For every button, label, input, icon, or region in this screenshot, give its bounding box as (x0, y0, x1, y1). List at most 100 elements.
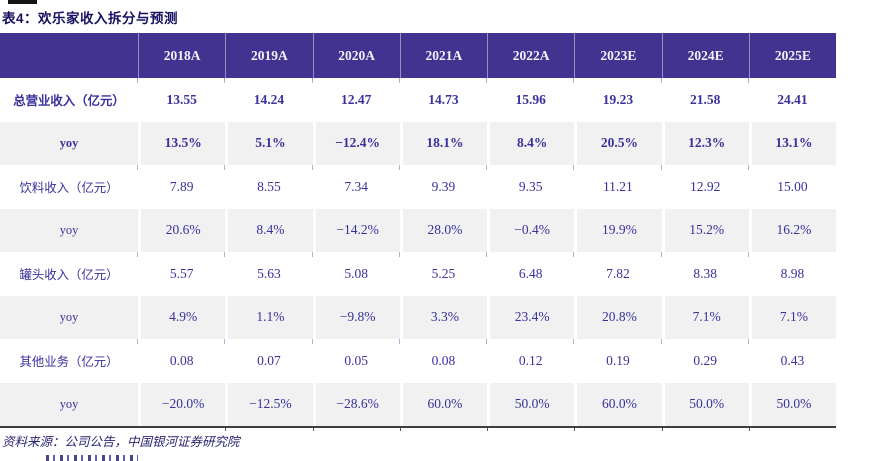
column-header: 2019A (225, 33, 312, 78)
table-cell: 60.0% (399, 382, 487, 426)
column-header: 2021A (399, 33, 487, 78)
table-cell: 13.5% (138, 121, 226, 165)
table-cell: 7.89 (136, 165, 225, 209)
table-cell: 14.73 (398, 78, 487, 122)
table-cell: −12.5% (225, 382, 313, 426)
clipped-text-fragment-bottom (46, 455, 138, 461)
table-row: yoy 13.5% 5.1% −12.4% 18.1% 8.4% 20.5% 12.3% 13.… (0, 121, 836, 165)
row-label: 其他业务（亿元） (19, 354, 119, 369)
table-body: 总营业收入（亿元） 13.55 14.24 12.47 14.73 15.96 19.23 2… (0, 78, 836, 426)
table-cell: 5.08 (311, 252, 400, 296)
table-cell: 15.96 (485, 78, 574, 122)
column-header-empty (0, 33, 138, 78)
row-label: 总营业收入（亿元） (13, 93, 125, 108)
table-cell: 12.3% (661, 121, 749, 165)
source-note: 资料来源：公司公告，中国银河证券研究院 (2, 435, 240, 449)
table-cell: 7.82 (573, 252, 661, 296)
table-row: yoy −20.0% −12.5% −28.6% 60.0% 50.0% 60.0% 50.0… (0, 382, 836, 426)
table-cell: 4.9% (138, 295, 226, 339)
row-label: yoy (0, 121, 138, 165)
table-cell: 15.2% (661, 208, 749, 252)
row-label: yoy (0, 208, 138, 252)
table-cell: 3.3% (399, 295, 487, 339)
row-label: 罐头收入（亿元） (19, 267, 119, 282)
table-row: yoy 4.9% 1.1% −9.8% 3.3% 23.4% 20.8% 7.1% 7.1% (0, 295, 836, 339)
table-cell: 19.23 (573, 78, 661, 122)
table-cell: 19.9% (574, 208, 662, 252)
table-cell: 1.1% (225, 295, 313, 339)
table-cell: 0.07 (224, 339, 312, 383)
table-cell: 8.4% (225, 208, 313, 252)
table-cell: 8.38 (660, 252, 749, 296)
table-row: 饮料收入（亿元） 7.89 8.55 7.34 9.39 9.35 11.21 12.92 15… (0, 165, 836, 209)
table-cell: 50.0% (748, 382, 836, 426)
rule-tick (748, 428, 750, 431)
table-cell: 8.4% (487, 121, 575, 165)
table-cell: 50.0% (487, 382, 575, 426)
column-header: 2024E (661, 33, 749, 78)
column-header: 2018A (138, 33, 225, 78)
table-bottom-rule (0, 426, 836, 431)
table-cell: 0.05 (311, 339, 400, 383)
column-header: 2022A (487, 33, 574, 78)
row-label: 饮料收入（亿元） (19, 180, 119, 195)
table-cell: −9.8% (312, 295, 400, 339)
table-cell: 5.63 (224, 252, 312, 296)
row-label: yoy (0, 295, 138, 339)
table-cell: 0.43 (747, 339, 836, 383)
rule-tick (225, 428, 227, 431)
table-cell: 18.1% (399, 121, 487, 165)
table-row: yoy 20.6% 8.4% −14.2% 28.0% −0.4% 19.9% 15.2% 16… (0, 208, 836, 252)
table-cell: 7.34 (311, 165, 400, 209)
rule-tick (487, 428, 488, 431)
row-label: yoy (0, 382, 138, 426)
table-title: 表4：欢乐家收入拆分与预测 (2, 11, 179, 26)
table-cell: −20.0% (138, 382, 226, 426)
rule-tick (399, 428, 401, 431)
table-cell: 11.21 (573, 165, 661, 209)
table-cell: −12.4% (312, 121, 400, 165)
rule-tick (312, 428, 314, 431)
table-cell: 0.08 (398, 339, 487, 383)
table-cell: −14.2% (312, 208, 400, 252)
table-row: 其他业务（亿元） 0.08 0.07 0.05 0.08 0.12 0.19 0.29 0.43 (0, 339, 836, 383)
column-header: 2020A (312, 33, 400, 78)
table-cell: 0.12 (485, 339, 574, 383)
column-header: 2025E (748, 33, 836, 78)
table-cell: 21.58 (660, 78, 749, 122)
rule-tick (574, 428, 576, 431)
table-cell: 16.2% (748, 208, 836, 252)
table-cell: −28.6% (312, 382, 400, 426)
table-cell: 23.4% (487, 295, 575, 339)
table-cell: 13.1% (748, 121, 836, 165)
table-cell: 6.48 (485, 252, 574, 296)
table-cell: 7.1% (748, 295, 836, 339)
table-cell: 20.6% (138, 208, 226, 252)
table-cell: 7.1% (661, 295, 749, 339)
table-cell: −0.4% (487, 208, 575, 252)
column-header: 2023E (574, 33, 661, 78)
table-cell: 24.41 (747, 78, 836, 122)
table-cell: 15.00 (747, 165, 836, 209)
table-cell: 0.19 (573, 339, 661, 383)
table-cell: 5.57 (136, 252, 225, 296)
table-row: 罐头收入（亿元） 5.57 5.63 5.08 5.25 6.48 7.82 8.38 8.98 (0, 252, 836, 296)
table-cell: 0.29 (660, 339, 749, 383)
table-cell: 12.47 (311, 78, 400, 122)
table-cell: 28.0% (399, 208, 487, 252)
clipped-text-fragment-top (8, 0, 37, 4)
table-header-row: 2018A 2019A 2020A 2021A 2022A 2023E 2024E 2025E (0, 33, 836, 78)
table-cell: 9.35 (485, 165, 574, 209)
rule-tick (661, 428, 663, 431)
table-row: 总营业收入（亿元） 13.55 14.24 12.47 14.73 15.96 19.23 2… (0, 78, 836, 122)
table-cell: 0.08 (136, 339, 225, 383)
table-cell: 5.1% (225, 121, 313, 165)
table-cell: 5.25 (398, 252, 487, 296)
table-cell: 50.0% (661, 382, 749, 426)
table-cell: 20.5% (574, 121, 662, 165)
revenue-forecast-table: 2018A 2019A 2020A 2021A 2022A 2023E 2024E 2025E… (0, 33, 836, 431)
table-cell: 14.24 (224, 78, 312, 122)
table-cell: 60.0% (574, 382, 662, 426)
table-cell: 8.98 (747, 252, 836, 296)
table-cell: 9.39 (398, 165, 487, 209)
